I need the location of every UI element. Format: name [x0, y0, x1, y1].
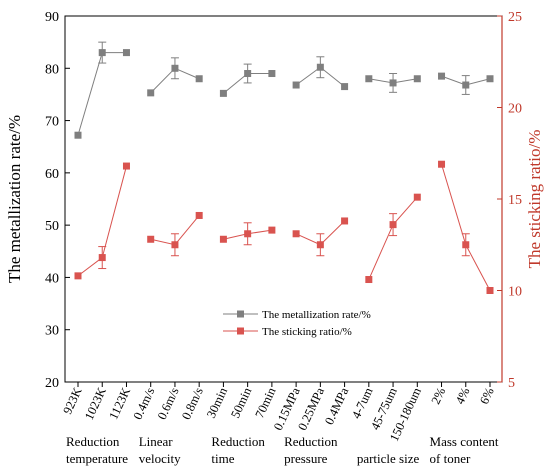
x-tick-label: 1123K	[106, 385, 133, 421]
sticking-point	[244, 230, 252, 238]
right-axis: 5 10 15 20 25	[497, 10, 522, 391]
legend-marker-sticking	[237, 327, 244, 335]
left-tick-label: 60	[45, 167, 59, 182]
sticking-point	[292, 230, 300, 238]
metallization-point	[74, 131, 82, 139]
left-tick-label: 90	[45, 10, 59, 25]
x-tick-label: 0.8m/s	[179, 385, 206, 422]
left-tick-label: 40	[45, 271, 59, 286]
metallization-point	[292, 81, 300, 89]
metallization-point	[147, 89, 155, 97]
x-tick-label: 0.4m/s	[130, 385, 157, 422]
x-tick-label: 50min	[228, 385, 255, 421]
left-tick-label: 50	[45, 219, 59, 234]
metallization-point	[462, 81, 470, 89]
metallization-point	[122, 49, 130, 57]
group-label: velocity	[139, 451, 181, 466]
x-tick-label: 6%	[477, 385, 497, 406]
right-tick-label: 25	[508, 10, 522, 25]
sticking-point	[365, 276, 373, 284]
group-label: Reduction	[284, 434, 338, 449]
metallization-point	[316, 63, 324, 71]
metallization-point	[413, 75, 421, 83]
sticking-point	[316, 241, 324, 249]
group-label: Linear	[139, 434, 174, 449]
group-label: particle size	[357, 451, 420, 466]
metallization-point	[365, 75, 373, 83]
legend-label-metallization: The metallization rate/%	[262, 309, 371, 321]
sticking-point	[219, 235, 227, 243]
sticking-point	[486, 287, 494, 294]
sticking-line	[441, 164, 491, 291]
group-label: Reduction	[211, 434, 265, 449]
sticking-line	[368, 196, 418, 280]
sticking-point	[438, 160, 446, 168]
sticking-point	[413, 193, 421, 201]
legend-label-sticking: The sticking ratio/%	[262, 326, 352, 338]
group-label: pressure	[284, 451, 328, 466]
metallization-point	[438, 72, 446, 80]
x-tick-label: 1023K	[82, 385, 109, 422]
right-tick-label: 5	[508, 376, 515, 391]
metallization-point	[195, 75, 203, 83]
legend-marker-metallization	[237, 310, 244, 318]
left-axis-title: The metallization rate/%	[5, 115, 24, 283]
x-tick-label: 4%	[453, 385, 473, 406]
right-tick-label: 10	[508, 285, 522, 300]
sticking-point	[341, 217, 349, 225]
sticking-point	[74, 272, 82, 280]
x-tick-label: 923K	[60, 385, 84, 416]
sticking-point	[195, 211, 203, 219]
right-tick-label: 20	[508, 102, 522, 117]
group-label: Reduction	[66, 434, 120, 449]
metallization-point	[171, 64, 179, 72]
metallization-point	[244, 70, 252, 78]
x-tick-label: 4-7um	[349, 385, 376, 421]
metallization-point	[219, 89, 227, 97]
metallization-point	[268, 70, 276, 78]
x-tick-label: 30min	[204, 385, 231, 421]
right-axis-title: The sticking ratio/%	[525, 130, 544, 269]
right-tick-label: 15	[508, 193, 522, 208]
metallization-point	[486, 75, 494, 83]
left-tick-label: 30	[45, 324, 59, 339]
x-tick-label: 70min	[252, 385, 279, 421]
sticking-point	[171, 241, 179, 249]
left-axis: 20 30 40 50 60 70 80 90	[45, 10, 70, 391]
group-label: of toner	[430, 451, 471, 466]
legend: The metallization rate/% The sticking ra…	[223, 309, 371, 338]
metallization-point	[389, 79, 397, 87]
metallization-point	[341, 83, 349, 91]
x-tick-label: 2%	[429, 385, 449, 406]
metallization-line	[77, 52, 127, 136]
series-layer	[74, 41, 494, 294]
sticking-point	[122, 162, 130, 170]
group-label: temperature	[66, 451, 128, 466]
left-tick-label: 70	[45, 115, 59, 130]
metallization-point	[98, 49, 106, 57]
group-label: Mass content	[430, 434, 499, 449]
sticking-point	[462, 241, 470, 249]
left-tick-label: 80	[45, 62, 59, 77]
left-tick-label: 20	[45, 376, 59, 391]
sticking-point	[268, 226, 276, 234]
group-label: time	[211, 451, 234, 466]
x-tick-label: 0.6m/s	[155, 385, 182, 422]
sticking-point	[147, 235, 155, 243]
sticking-point	[98, 254, 106, 262]
sticking-point	[389, 221, 397, 229]
